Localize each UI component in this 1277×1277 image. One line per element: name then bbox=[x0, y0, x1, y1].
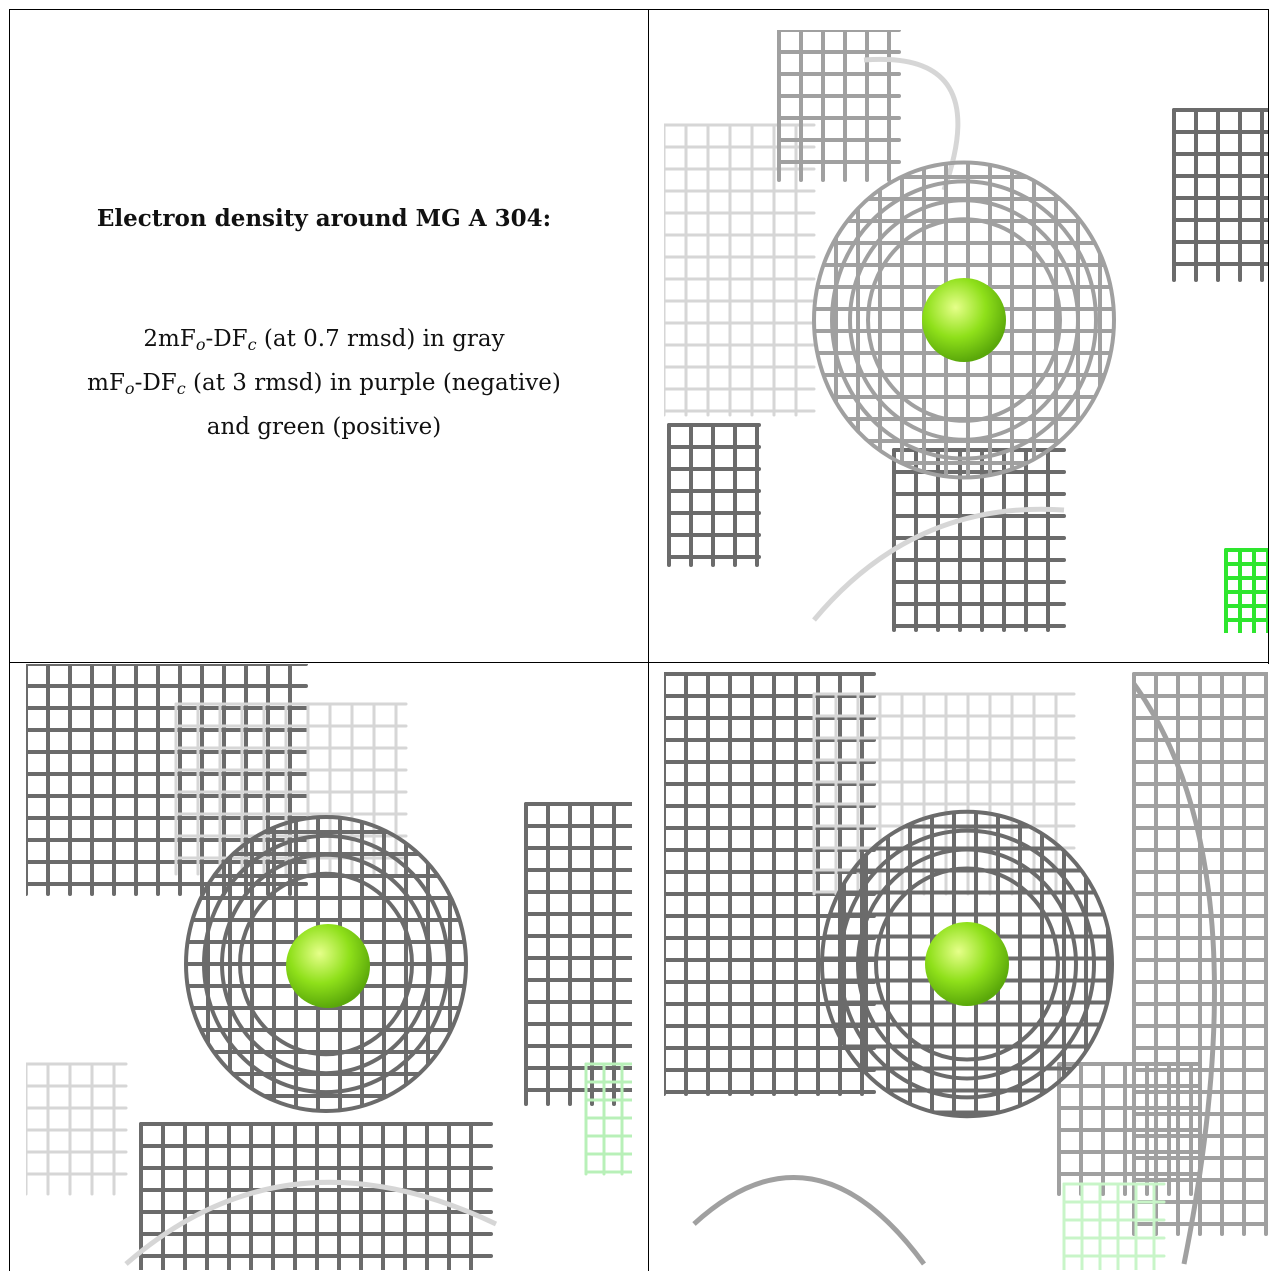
mesh-arc-right bbox=[1131, 682, 1217, 1265]
mesh-patch-left-light bbox=[664, 123, 816, 417]
mesh-patch-lower-left bbox=[26, 1062, 128, 1196]
mesh-positive-blob-faint bbox=[584, 1062, 632, 1176]
mesh-patch-right bbox=[524, 802, 632, 1106]
mesh-positive-blob-faint bbox=[1062, 1182, 1166, 1270]
frame-top bbox=[9, 9, 1268, 10]
density-view-top-right bbox=[664, 30, 1268, 633]
caption-title: Electron density around MG A 304: bbox=[96, 205, 552, 232]
mesh-patch-top-light bbox=[812, 692, 1076, 896]
mesh-patch-top-left bbox=[26, 664, 308, 896]
legend-line-2fo: 2mFo-DFc (at 0.7 rmsd) in gray bbox=[143, 326, 505, 354]
frame-mid-vertical bbox=[648, 9, 649, 1271]
mg-atom-sphere bbox=[925, 922, 1009, 1006]
mesh-patch-right bbox=[1172, 108, 1268, 282]
mesh-patch-top bbox=[777, 30, 901, 182]
caption-cell: Electron density around MG A 304: 2mFo-D… bbox=[0, 0, 648, 660]
mesh-patch-top-light bbox=[174, 702, 408, 876]
density-mesh-svg-3 bbox=[664, 672, 1268, 1270]
frame-left bbox=[9, 9, 10, 1271]
mesh-arc-bottom bbox=[124, 1179, 498, 1266]
mg-atom-sphere bbox=[286, 924, 370, 1008]
legend-line-green: and green (positive) bbox=[206, 414, 442, 440]
mesh-patch-bottom bbox=[139, 1122, 493, 1270]
legend-line-fo: mFo-DFc (at 3 rmsd) in purple (negative) bbox=[87, 370, 561, 398]
mesh-patch-lower-right bbox=[1057, 1062, 1201, 1196]
density-view-bottom-right bbox=[664, 664, 1268, 1270]
mesh-positive-blob bbox=[1224, 548, 1268, 633]
mesh-arc-top bbox=[863, 56, 961, 191]
mesh-arc-bottom-left bbox=[692, 1175, 927, 1266]
caption-legend: 2mFo-DFc (at 0.7 rmsd) in gray mFo-DFc (… bbox=[0, 320, 648, 446]
mesh-arc-bottom bbox=[812, 506, 1065, 622]
density-view-bottom-left bbox=[26, 664, 632, 1270]
density-mesh-svg-1 bbox=[664, 30, 1268, 633]
density-mesh-svg-2 bbox=[26, 664, 632, 1270]
frame-mid-horizontal bbox=[9, 662, 1268, 663]
mesh-patch-lower-left bbox=[667, 423, 761, 567]
mg-atom-sphere bbox=[922, 278, 1006, 362]
mesh-patch-left bbox=[664, 672, 876, 1096]
frame-right bbox=[1268, 9, 1269, 664]
